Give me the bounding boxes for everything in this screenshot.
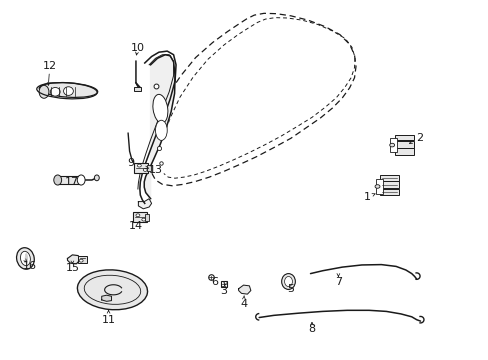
Bar: [394, 141, 413, 148]
Text: 15: 15: [65, 263, 79, 273]
Ellipse shape: [54, 175, 61, 185]
Ellipse shape: [39, 82, 98, 98]
Bar: [58, 176, 81, 184]
Ellipse shape: [155, 120, 167, 140]
Polygon shape: [238, 285, 250, 294]
Bar: [134, 87, 141, 91]
Polygon shape: [102, 295, 111, 301]
Text: 3: 3: [220, 286, 227, 296]
Ellipse shape: [281, 274, 295, 289]
Ellipse shape: [94, 175, 99, 181]
Text: 12: 12: [43, 60, 57, 71]
Bar: [389, 138, 396, 152]
Polygon shape: [138, 199, 151, 209]
Bar: [380, 189, 398, 195]
Text: 14: 14: [129, 221, 142, 231]
Text: 7: 7: [334, 276, 341, 287]
Bar: [78, 256, 87, 263]
Text: 2: 2: [415, 132, 422, 143]
Text: 10: 10: [131, 42, 144, 53]
Bar: [146, 165, 150, 171]
Bar: [380, 181, 398, 188]
Ellipse shape: [136, 214, 140, 217]
Text: 11: 11: [102, 315, 115, 325]
Ellipse shape: [137, 164, 141, 167]
Ellipse shape: [77, 270, 147, 310]
Polygon shape: [25, 254, 27, 263]
Polygon shape: [144, 55, 175, 199]
Text: 4: 4: [240, 299, 246, 309]
Ellipse shape: [142, 218, 145, 221]
Text: 8: 8: [308, 324, 315, 334]
Polygon shape: [140, 51, 176, 203]
Ellipse shape: [79, 259, 83, 262]
Text: 9: 9: [127, 158, 134, 168]
Text: 16: 16: [23, 261, 37, 271]
Ellipse shape: [17, 248, 34, 269]
Bar: [394, 148, 413, 155]
Text: 17: 17: [65, 177, 79, 187]
Bar: [134, 163, 148, 173]
Ellipse shape: [153, 94, 167, 123]
Text: 13: 13: [148, 165, 162, 175]
Text: 1: 1: [364, 192, 370, 202]
Ellipse shape: [63, 87, 73, 95]
Bar: [394, 135, 413, 140]
Ellipse shape: [284, 276, 292, 287]
Ellipse shape: [77, 175, 85, 185]
Ellipse shape: [50, 87, 60, 96]
Text: 6: 6: [211, 276, 218, 287]
Ellipse shape: [143, 168, 147, 171]
Bar: [375, 179, 382, 194]
Polygon shape: [67, 255, 80, 264]
Bar: [133, 212, 146, 222]
Ellipse shape: [20, 251, 30, 266]
Ellipse shape: [39, 85, 49, 98]
Bar: [380, 175, 398, 181]
Ellipse shape: [389, 143, 394, 147]
Bar: [145, 214, 149, 221]
Text: 5: 5: [287, 284, 294, 294]
Ellipse shape: [374, 185, 379, 188]
